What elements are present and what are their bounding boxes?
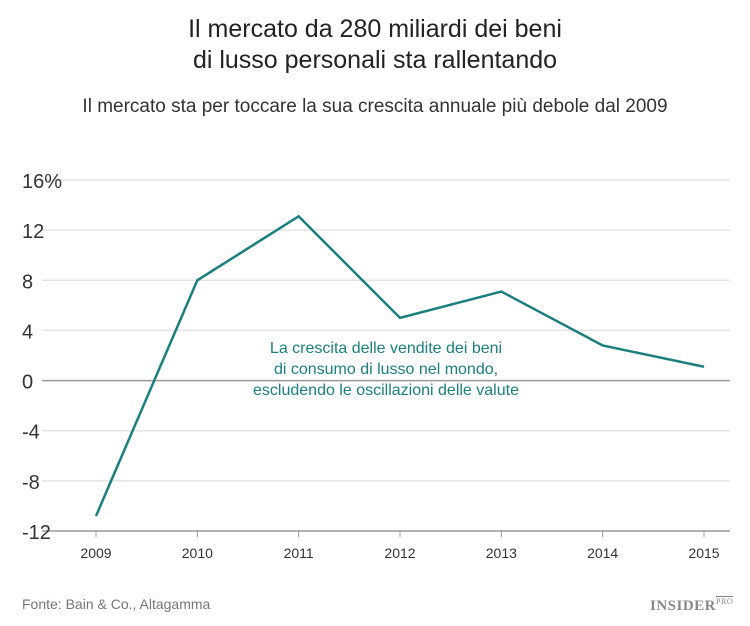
source-note: Fonte: Bain & Co., Altagamma <box>22 596 211 612</box>
x-tick-label: 2010 <box>182 545 213 561</box>
y-tick-label: 12 <box>22 221 44 243</box>
y-tick-label: 4 <box>22 321 33 343</box>
logo-sup: PRO <box>716 597 734 606</box>
x-tick-label: 2009 <box>80 545 111 561</box>
x-tick-label: 2012 <box>384 545 415 561</box>
series-annotation: La crescita delle vendite dei beni <box>270 340 502 357</box>
x-tick-label: 2011 <box>284 545 314 561</box>
title-line-2: di lusso personali sta rallentando <box>192 46 558 74</box>
chart-title: Il mercato da 280 miliardi dei beni di l… <box>0 14 750 76</box>
title-line-1: Il mercato da 280 miliardi dei beni <box>188 15 562 43</box>
series-annotation: di consumo di lusso nel mondo, <box>274 361 498 378</box>
x-tick-label: 2015 <box>688 545 719 561</box>
y-tick-label: 8 <box>22 271 33 293</box>
series-annotation: escludendo le oscillazioni delle valute <box>253 382 519 399</box>
x-tick-label: 2013 <box>486 545 517 561</box>
logo-text: INSIDER <box>650 598 717 614</box>
y-tick-label: -12 <box>22 522 51 544</box>
y-tick-label: -4 <box>22 422 40 444</box>
insider-pro-logo: INSIDERPRO <box>650 597 733 615</box>
x-tick-label: 2014 <box>587 545 618 561</box>
y-tick-label: 16% <box>22 171 62 193</box>
y-tick-label: 0 <box>22 372 33 394</box>
y-tick-label: -8 <box>22 472 40 494</box>
chart-subtitle: Il mercato sta per toccare la sua cresci… <box>82 96 668 117</box>
